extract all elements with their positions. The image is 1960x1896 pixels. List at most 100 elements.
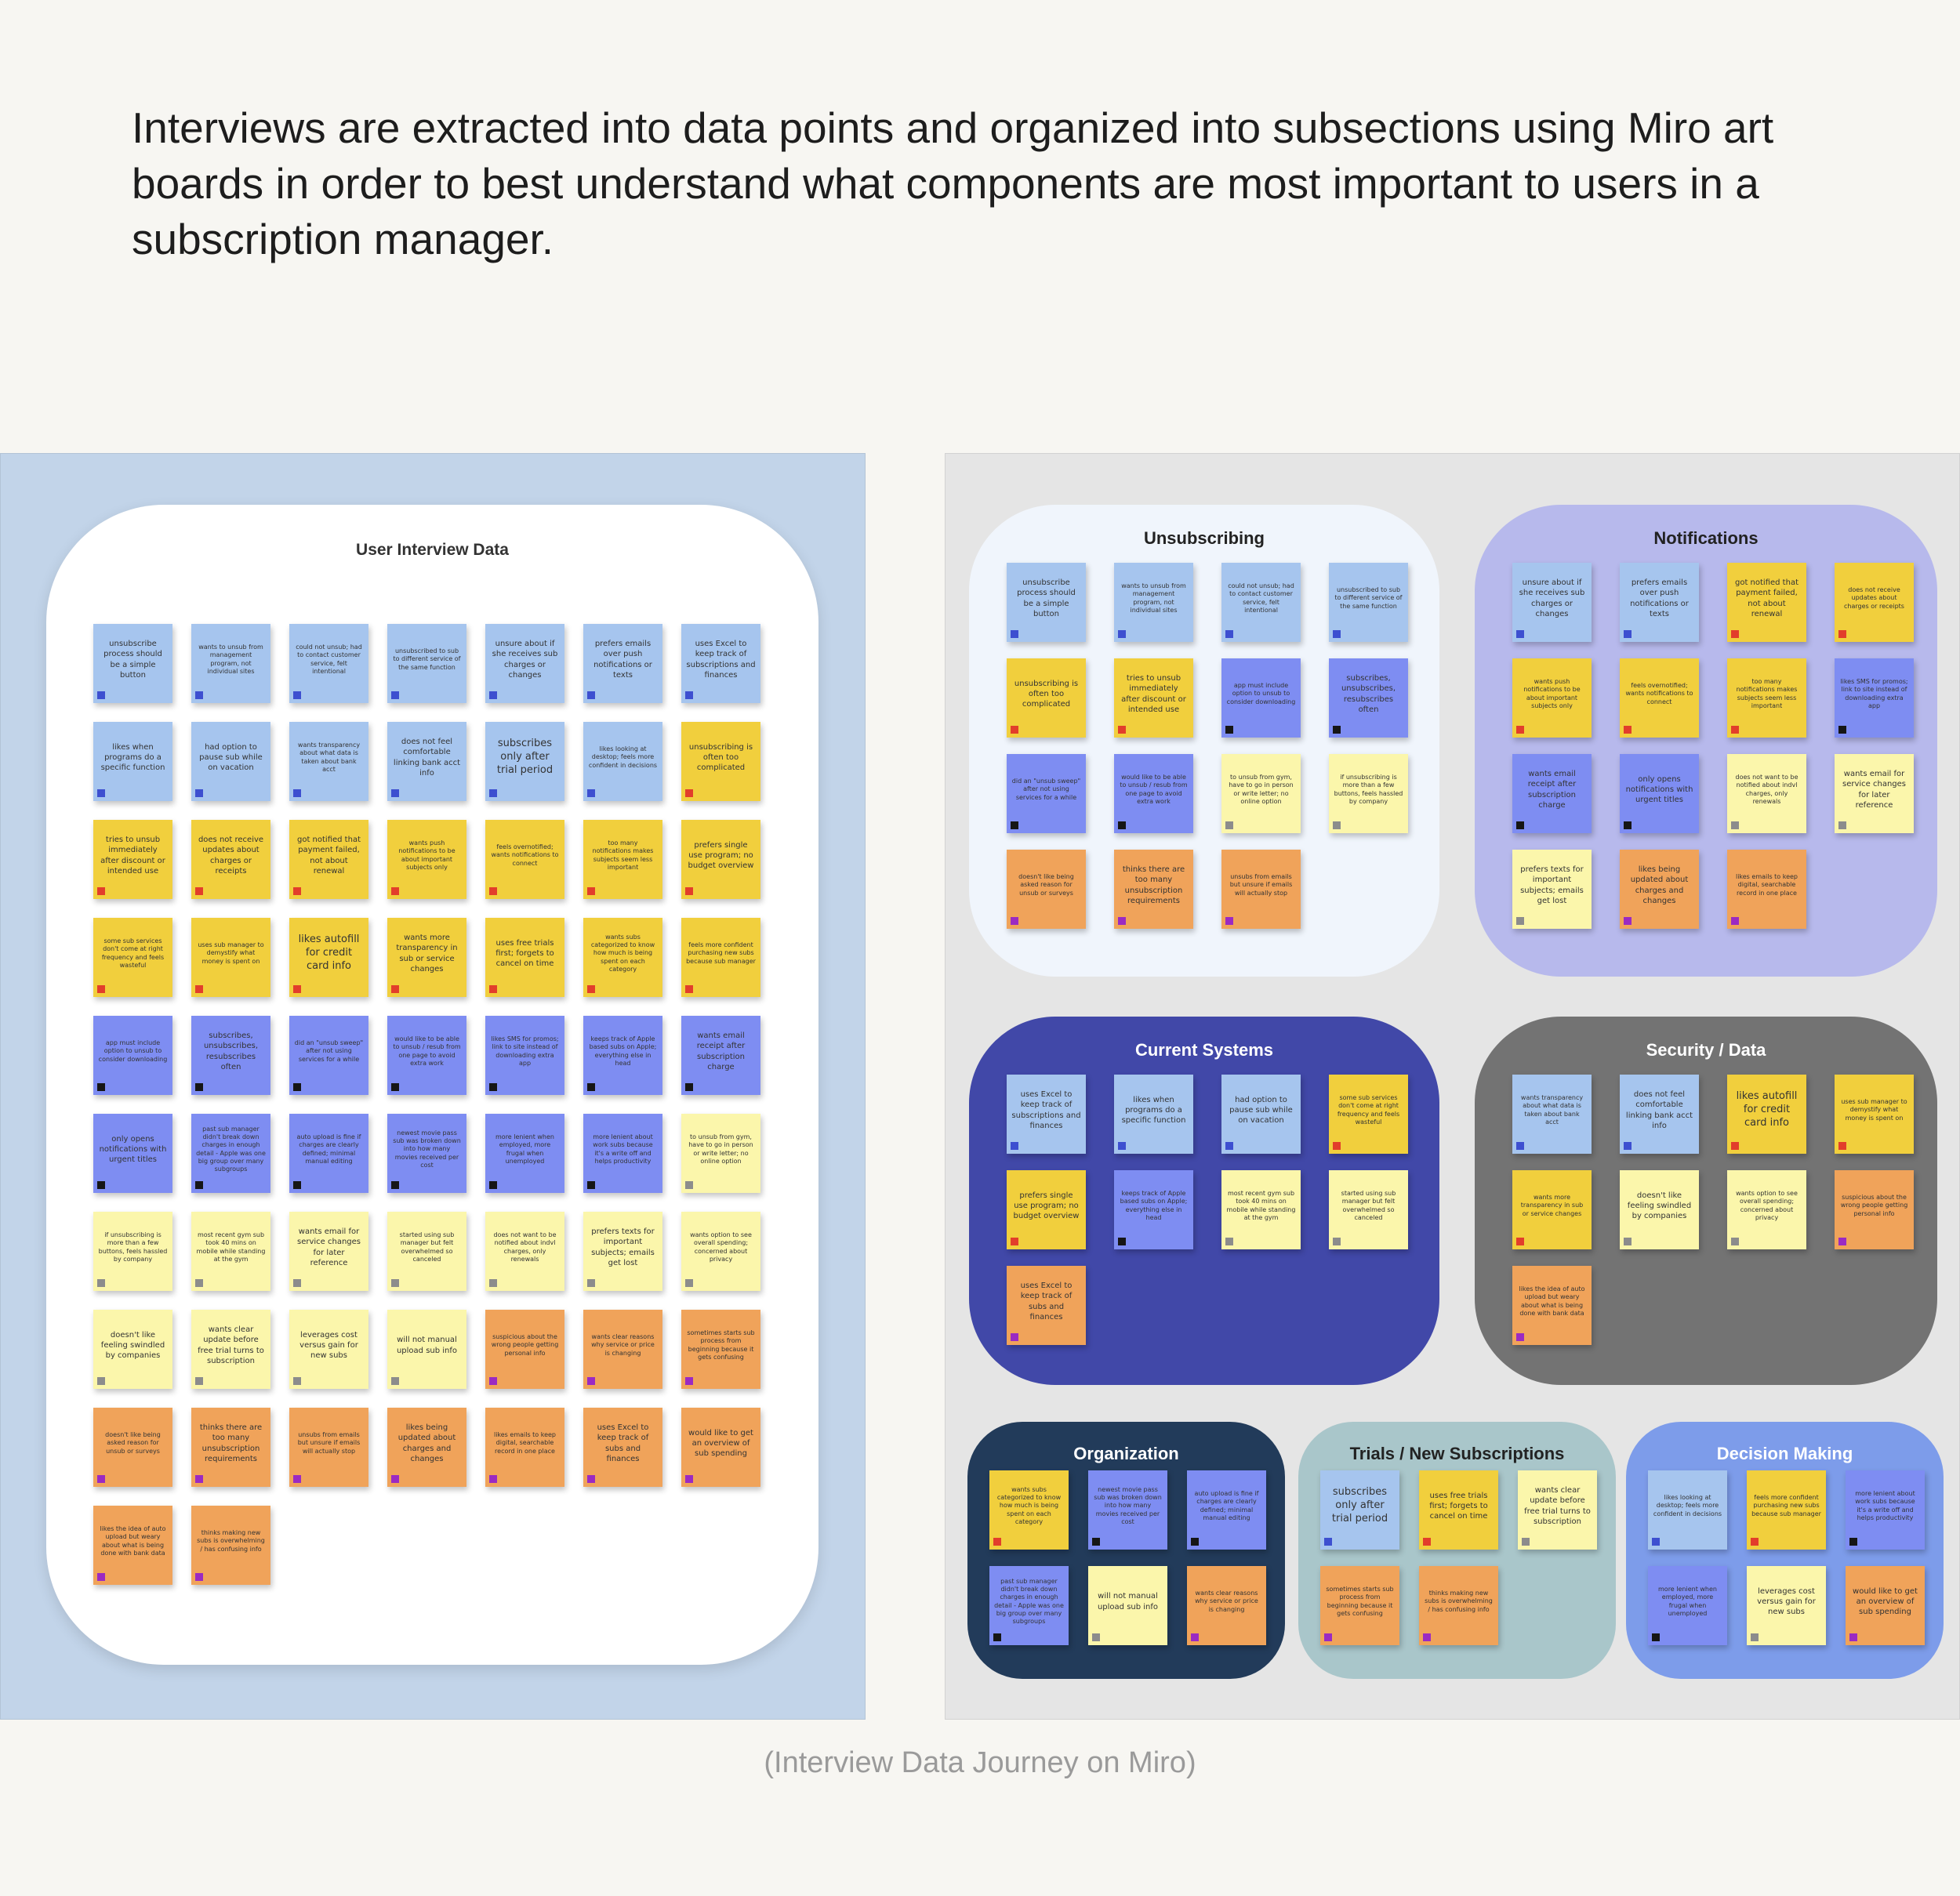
sticky-note[interactable]: suspicious about the wrong people gettin… <box>485 1310 564 1389</box>
sticky-note[interactable]: wants email receipt after subscription c… <box>681 1016 760 1095</box>
sticky-note[interactable]: prefers texts for important subjects; em… <box>583 1212 662 1291</box>
sticky-note[interactable]: uses free trials first; forgets to cance… <box>485 918 564 997</box>
sticky-note[interactable]: likes autofill for credit card info <box>289 918 368 997</box>
sticky-note[interactable]: leverages cost versus gain for new subs <box>289 1310 368 1389</box>
sticky-note[interactable]: uses sub manager to demystify what money… <box>191 918 270 997</box>
sticky-note[interactable]: some sub services don't come at right fr… <box>93 918 172 997</box>
sticky-note[interactable]: unsubscribed to sub to different service… <box>1329 563 1408 642</box>
sticky-note[interactable]: too many notifications makes subjects se… <box>583 820 662 899</box>
sticky-note[interactable]: does not receive updates about charges o… <box>1835 563 1914 642</box>
sticky-note[interactable]: prefers emails over push notifications o… <box>583 624 662 703</box>
sticky-note[interactable]: unsubscribed to sub to different service… <box>387 624 466 703</box>
sticky-note[interactable]: wants transparency about what data is ta… <box>289 722 368 801</box>
sticky-note[interactable]: feels more confident purchasing new subs… <box>681 918 760 997</box>
sticky-note[interactable]: uses free trials first; forgets to cance… <box>1419 1470 1498 1550</box>
sticky-note[interactable]: most recent gym sub took 40 mins on mobi… <box>191 1212 270 1291</box>
sticky-note[interactable]: likes the idea of auto upload but weary … <box>93 1506 172 1585</box>
sticky-note[interactable]: newest movie pass sub was broken down in… <box>387 1114 466 1193</box>
sticky-note[interactable]: likes autofill for credit card info <box>1727 1075 1806 1154</box>
sticky-note[interactable]: did an "unsub sweep" after not using ser… <box>1007 754 1086 833</box>
sticky-note[interactable]: unsubscribing is often too complicated <box>681 722 760 801</box>
sticky-note[interactable]: will not manual upload sub info <box>1088 1566 1167 1645</box>
sticky-note[interactable]: did an "unsub sweep" after not using ser… <box>289 1016 368 1095</box>
sticky-note[interactable]: would like to get an overview of sub spe… <box>1846 1566 1925 1645</box>
sticky-note[interactable]: wants clear reasons why service or price… <box>583 1310 662 1389</box>
sticky-note[interactable]: wants transparency about what data is ta… <box>1512 1075 1592 1154</box>
sticky-note[interactable]: prefers single use program; no budget ov… <box>1007 1170 1086 1249</box>
sticky-note[interactable]: leverages cost versus gain for new subs <box>1747 1566 1826 1645</box>
sticky-note[interactable]: uses Excel to keep track of subscription… <box>681 624 760 703</box>
sticky-note[interactable]: past sub manager didn't break down charg… <box>989 1566 1069 1645</box>
sticky-note[interactable]: started using sub manager but felt overw… <box>1329 1170 1408 1249</box>
sticky-note[interactable]: thinks there are too many unsubscription… <box>191 1408 270 1487</box>
sticky-note[interactable]: likes when programs do a specific functi… <box>1114 1075 1193 1154</box>
sticky-note[interactable]: thinks making new subs is overwhelming /… <box>191 1506 270 1585</box>
sticky-note[interactable]: wants to unsub from management program, … <box>1114 563 1193 642</box>
sticky-note[interactable]: unsubscribe process should be a simple b… <box>93 624 172 703</box>
sticky-note[interactable]: wants clear reasons why service or price… <box>1187 1566 1266 1645</box>
sticky-note[interactable]: wants option to see overall spending; co… <box>1727 1170 1806 1249</box>
sticky-note[interactable]: to unsub from gym, have to go in person … <box>1221 754 1301 833</box>
sticky-note[interactable]: wants push notifications to be about imp… <box>1512 658 1592 738</box>
sticky-note[interactable]: newest movie pass sub was broken down in… <box>1088 1470 1167 1550</box>
sticky-note[interactable]: prefers texts for important subjects; em… <box>1512 850 1592 929</box>
sticky-note[interactable]: would like to get an overview of sub spe… <box>681 1408 760 1487</box>
sticky-note[interactable]: to unsub from gym, have to go in person … <box>681 1114 760 1193</box>
sticky-note[interactable]: thinks making new subs is overwhelming /… <box>1419 1566 1498 1645</box>
sticky-note[interactable]: only opens notifications with urgent tit… <box>1620 754 1699 833</box>
sticky-note[interactable]: if unsubscribing is more than a few butt… <box>93 1212 172 1291</box>
sticky-note[interactable]: doesn't like feeling swindled by compani… <box>93 1310 172 1389</box>
sticky-note[interactable]: doesn't like being asked reason for unsu… <box>1007 850 1086 929</box>
sticky-note[interactable]: more lenient about work subs because it'… <box>583 1114 662 1193</box>
sticky-note[interactable]: unsure about if she receives sub charges… <box>1512 563 1592 642</box>
sticky-note[interactable]: only opens notifications with urgent tit… <box>93 1114 172 1193</box>
sticky-note[interactable]: got notified that payment failed, not ab… <box>1727 563 1806 642</box>
sticky-note[interactable]: wants subs categorized to know how much … <box>989 1470 1069 1550</box>
sticky-note[interactable]: likes emails to keep digital, searchable… <box>1727 850 1806 929</box>
sticky-note[interactable]: will not manual upload sub info <box>387 1310 466 1389</box>
sticky-note[interactable]: does not receive updates about charges o… <box>191 820 270 899</box>
sticky-note[interactable]: likes when programs do a specific functi… <box>93 722 172 801</box>
sticky-note[interactable]: would like to be able to unsub / resub f… <box>1114 754 1193 833</box>
sticky-note[interactable]: wants email for service changes for late… <box>1835 754 1914 833</box>
sticky-note[interactable]: likes emails to keep digital, searchable… <box>485 1408 564 1487</box>
sticky-note[interactable]: unsubs from emails but unsure if emails … <box>1221 850 1301 929</box>
sticky-note[interactable]: more lenient when employed, more frugal … <box>485 1114 564 1193</box>
sticky-note[interactable]: wants subs categorized to know how much … <box>583 918 662 997</box>
sticky-note[interactable]: prefers emails over push notifications o… <box>1620 563 1699 642</box>
sticky-note[interactable]: would like to be able to unsub / resub f… <box>387 1016 466 1095</box>
sticky-note[interactable]: got notified that payment failed, not ab… <box>289 820 368 899</box>
sticky-note[interactable]: wants more transparency in sub or servic… <box>387 918 466 997</box>
sticky-note[interactable]: likes looking at desktop; feels more con… <box>583 722 662 801</box>
sticky-note[interactable]: more lenient when employed, more frugal … <box>1648 1566 1727 1645</box>
sticky-note[interactable]: wants clear update before free trial tur… <box>191 1310 270 1389</box>
sticky-note[interactable]: had option to pause sub while on vacatio… <box>191 722 270 801</box>
sticky-note[interactable]: unsubscribe process should be a simple b… <box>1007 563 1086 642</box>
sticky-note[interactable]: uses sub manager to demystify what money… <box>1835 1075 1914 1154</box>
sticky-note[interactable]: does not want to be notified about indvl… <box>485 1212 564 1291</box>
sticky-note[interactable]: more lenient about work subs because it'… <box>1846 1470 1925 1550</box>
sticky-note[interactable]: app must include option to unsub to cons… <box>1221 658 1301 738</box>
sticky-note[interactable]: does not want to be notified about indvl… <box>1727 754 1806 833</box>
sticky-note[interactable]: likes the idea of auto upload but weary … <box>1512 1266 1592 1345</box>
sticky-note[interactable]: app must include option to unsub to cons… <box>93 1016 172 1095</box>
sticky-note[interactable]: likes SMS for promos; link to site inste… <box>1835 658 1914 738</box>
sticky-note[interactable]: does not feel comfortable linking bank a… <box>1620 1075 1699 1154</box>
sticky-note[interactable]: tries to unsub immediately after discoun… <box>1114 658 1193 738</box>
sticky-note[interactable]: if unsubscribing is more than a few butt… <box>1329 754 1408 833</box>
sticky-note[interactable]: uses Excel to keep track of subs and fin… <box>1007 1266 1086 1345</box>
sticky-note[interactable]: feels overnotified; wants notifications … <box>1620 658 1699 738</box>
sticky-note[interactable]: likes SMS for promos; link to site inste… <box>485 1016 564 1095</box>
sticky-note[interactable]: started using sub manager but felt overw… <box>387 1212 466 1291</box>
sticky-note[interactable]: does not feel comfortable linking bank a… <box>387 722 466 801</box>
sticky-note[interactable]: could not unsub; had to contact customer… <box>289 624 368 703</box>
sticky-note[interactable]: unsubscribing is often too complicated <box>1007 658 1086 738</box>
sticky-note[interactable]: keeps track of Apple based subs on Apple… <box>1114 1170 1193 1249</box>
sticky-note[interactable]: likes looking at desktop; feels more con… <box>1648 1470 1727 1550</box>
sticky-note[interactable]: subscribes, unsubscribes, resubscribes o… <box>191 1016 270 1095</box>
sticky-note[interactable]: some sub services don't come at right fr… <box>1329 1075 1408 1154</box>
sticky-note[interactable]: feels more confident purchasing new subs… <box>1747 1470 1826 1550</box>
sticky-note[interactable]: unsubs from emails but unsure if emails … <box>289 1408 368 1487</box>
sticky-note[interactable]: doesn't like feeling swindled by compani… <box>1620 1170 1699 1249</box>
sticky-note[interactable]: uses Excel to keep track of subscription… <box>1007 1075 1086 1154</box>
